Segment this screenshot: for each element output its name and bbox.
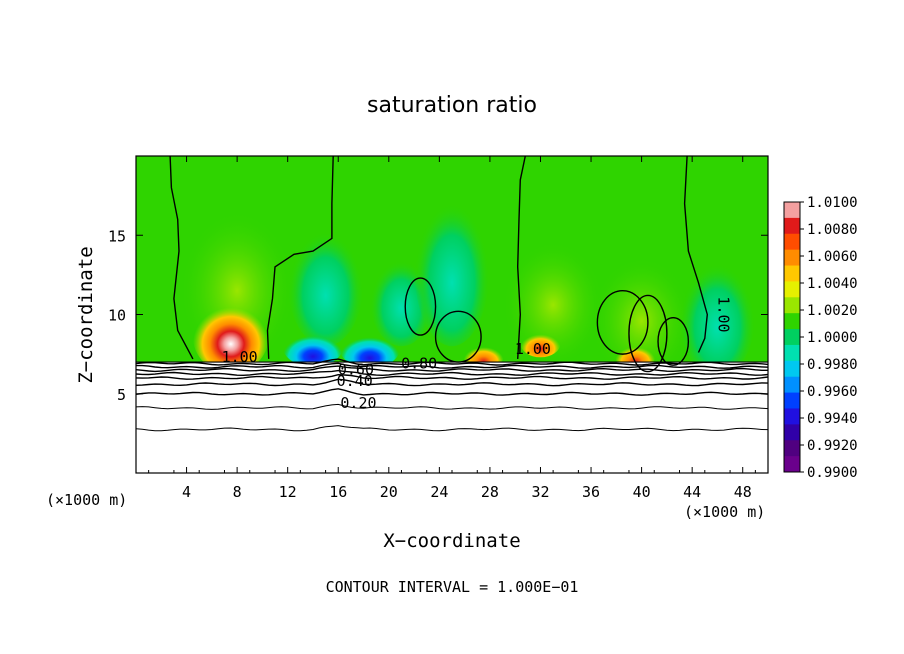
contour-label-6: 1.00 [715,296,733,332]
chart-title: saturation ratio [367,93,537,118]
colorbar-label-4: 1.0020 [807,303,858,319]
colorbar-swatch-15 [784,440,800,457]
x-unit-left: (×1000 m) [46,491,127,509]
colorbar-swatch-1 [784,217,800,235]
colorbar-swatch-14 [784,424,800,441]
contour-label-1: 0.80 [401,354,437,372]
colorbar-swatch-12 [784,392,800,409]
contour-label-3: 0.40 [337,372,373,390]
colorbar-label-6: 0.9980 [807,357,858,373]
y-tick-label-2: 15 [108,227,126,245]
supersaturated-anomaly-0 [192,300,269,374]
colorbar: 1.0100 1.0080 1.0060 1.0040 1.0020 1.0000 0.99… [783,195,858,481]
field-variation-5 [591,251,693,378]
one-contour-2 [516,156,526,359]
contour-line-3 [136,369,768,377]
contour-layer: 1.00 0.80 0.600.40 0.20 1.00 1.00 [136,156,768,432]
contour-label-2: 0.60 [338,361,374,379]
colorbar-swatch-2 [784,233,800,251]
subcloud-region [136,362,768,473]
x-axis-label: X−coordinate [383,530,520,552]
x-unit-right: (×1000 m) [684,503,765,521]
x-tick-label-8: 36 [582,483,600,501]
x-tick-label-9: 40 [633,483,651,501]
colorbar-swatch-7 [784,313,800,330]
colorbar-swatch-16 [784,456,800,473]
colorbar-label-7: 0.9960 [807,384,858,400]
plot-field: 1.00 0.80 0.600.40 0.20 1.00 1.00 [136,156,768,473]
one-contour-3 [683,156,709,353]
colorbar-swatch-5 [784,281,800,298]
field-variation-1 [287,219,364,347]
colorbar-swatch-8 [784,329,800,346]
colorbar-label-3: 1.0040 [807,276,858,292]
colorbar-swatch-13 [784,408,800,425]
contour-line-4 [136,373,768,380]
one-contour-loop-0 [404,277,437,336]
one-contour-loop-2 [596,290,649,355]
x-tick-label-2: 12 [279,483,297,501]
x-tick-label-7: 32 [531,483,549,501]
colorbar-swatch-11 [784,376,800,394]
colorbar-swatch-10 [784,360,800,378]
contour-line-7 [136,403,768,410]
x-tick-label-10: 44 [683,483,701,501]
y-tick-label-0: 5 [117,386,126,404]
colorbar-label-2: 1.0060 [807,249,858,265]
contour-line-0 [136,358,768,366]
colorbar-label-0: 1.0100 [807,195,858,211]
x-tick-label-4: 20 [380,483,398,501]
one-contour-loop-4 [657,316,690,366]
contour-line-2 [136,365,768,373]
colorbar-label-8: 0.9940 [807,411,858,427]
colorbar-swatch-0 [784,202,800,219]
supersaturated-anomaly-4 [520,328,561,358]
colorbar-label-1: 1.0080 [807,222,858,238]
y-tick-label-1: 10 [108,307,126,325]
colorbar-swatch-3 [784,249,800,267]
x-tick-label-0: 4 [182,483,191,501]
subsaturated-anomaly-2 [339,327,401,369]
x-tick-label-6: 28 [481,483,499,501]
subsaturated-anomaly-1 [282,325,344,367]
one-contour-0 [169,156,194,360]
colorbar-label-5: 1.0000 [807,330,858,346]
colorbar-label-9: 0.9920 [807,438,858,454]
field-variation-3 [414,187,490,347]
x-tick-label-11: 48 [734,483,752,501]
contour-label-5: 1.00 [515,340,551,358]
colorbar-swatch-9 [784,344,800,362]
colorbar-swatch-4 [784,265,800,282]
contour-interval-note: CONTOUR INTERVAL = 1.000E−01 [326,578,579,596]
x-tick-label-3: 16 [329,483,347,501]
y-axis-label: Z−coordinate [75,246,97,383]
contour-line-8 [136,425,768,432]
field-variation-4 [502,235,604,363]
one-contour-loop-3 [628,294,668,373]
contour-line-6 [136,388,768,396]
contour-line-1 [136,362,768,369]
contour-line-5 [136,378,768,387]
contour-label-0: 1.00 [222,348,258,366]
colorbar-label-10: 0.9900 [807,465,858,481]
x-tick-label-5: 24 [430,483,448,501]
colorbar-swatch-6 [784,297,800,314]
one-contour-1 [266,156,334,359]
x-tick-label-1: 8 [233,483,242,501]
contour-label-4: 0.20 [340,394,376,412]
